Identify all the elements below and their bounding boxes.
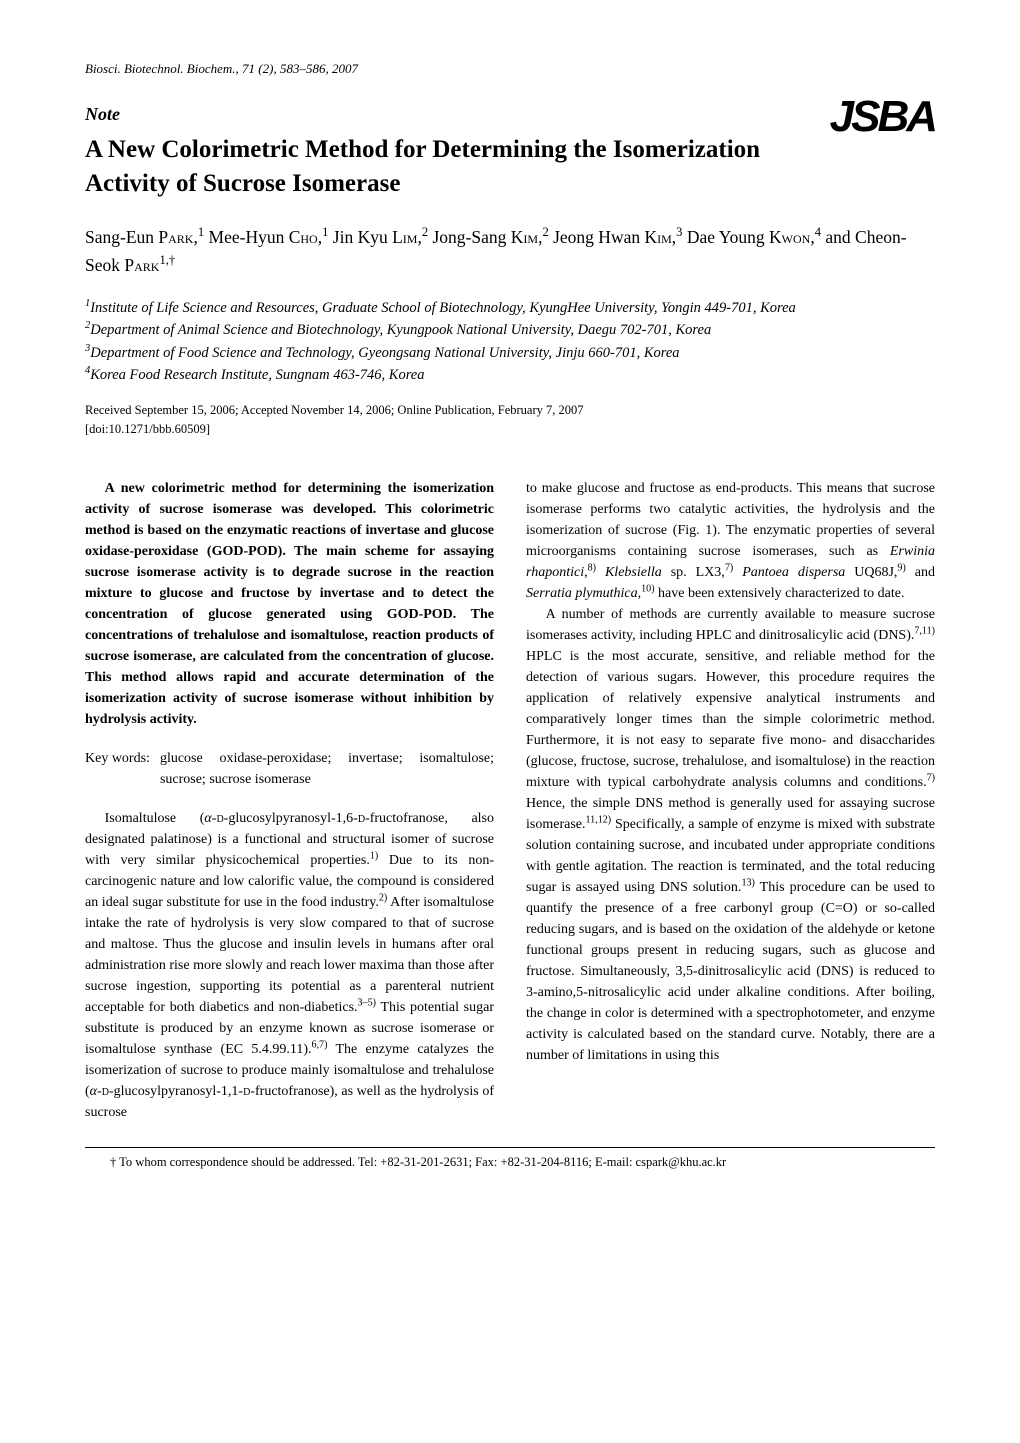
footnote: † To whom correspondence should be addre… <box>85 1154 935 1172</box>
affiliation-4: 4Korea Food Research Institute, Sungnam … <box>85 364 935 386</box>
journal-header: Biosci. Biotechnol. Biochem., 71 (2), 58… <box>85 60 935 78</box>
right-body-paragraph-2: A number of methods are currently availa… <box>526 604 935 1066</box>
keywords-text: glucose oxidase-peroxidase; invertase; i… <box>160 748 494 790</box>
received-block: Received September 15, 2006; Accepted No… <box>85 401 935 439</box>
doi-text: [doi:10.1271/bbb.60509] <box>85 422 210 436</box>
authors: Sang-Eun Park,1 Mee-Hyun Cho,1 Jin Kyu L… <box>85 223 935 279</box>
title-row: Note A New Colorimetric Method for Deter… <box>85 102 935 223</box>
footnote-rule <box>85 1147 935 1148</box>
received-text: Received September 15, 2006; Accepted No… <box>85 403 584 417</box>
keywords-block: Key words: glucose oxidase-peroxidase; i… <box>85 748 494 790</box>
keywords-label: Key words: <box>85 748 150 790</box>
right-body-paragraph-1: to make glucose and fructose as end-prod… <box>526 478 935 604</box>
paper-title: A New Colorimetric Method for Determinin… <box>85 133 805 201</box>
affiliation-2: 2Department of Animal Science and Biotec… <box>85 319 935 341</box>
affiliations: 1Institute of Life Science and Resources… <box>85 297 935 387</box>
left-body-paragraph: Isomaltulose (α-d-glucosylpyranosyl-1,6-… <box>85 808 494 1123</box>
jsba-logo: JSBA <box>830 86 935 148</box>
left-column: A new colorimetric method for determinin… <box>85 478 494 1123</box>
right-column: to make glucose and fructose as end-prod… <box>526 478 935 1123</box>
note-label: Note <box>85 102 805 127</box>
affiliation-1: 1Institute of Life Science and Resources… <box>85 297 935 319</box>
two-column-body: A new colorimetric method for determinin… <box>85 478 935 1123</box>
abstract: A new colorimetric method for determinin… <box>85 478 494 730</box>
affiliation-3: 3Department of Food Science and Technolo… <box>85 342 935 364</box>
